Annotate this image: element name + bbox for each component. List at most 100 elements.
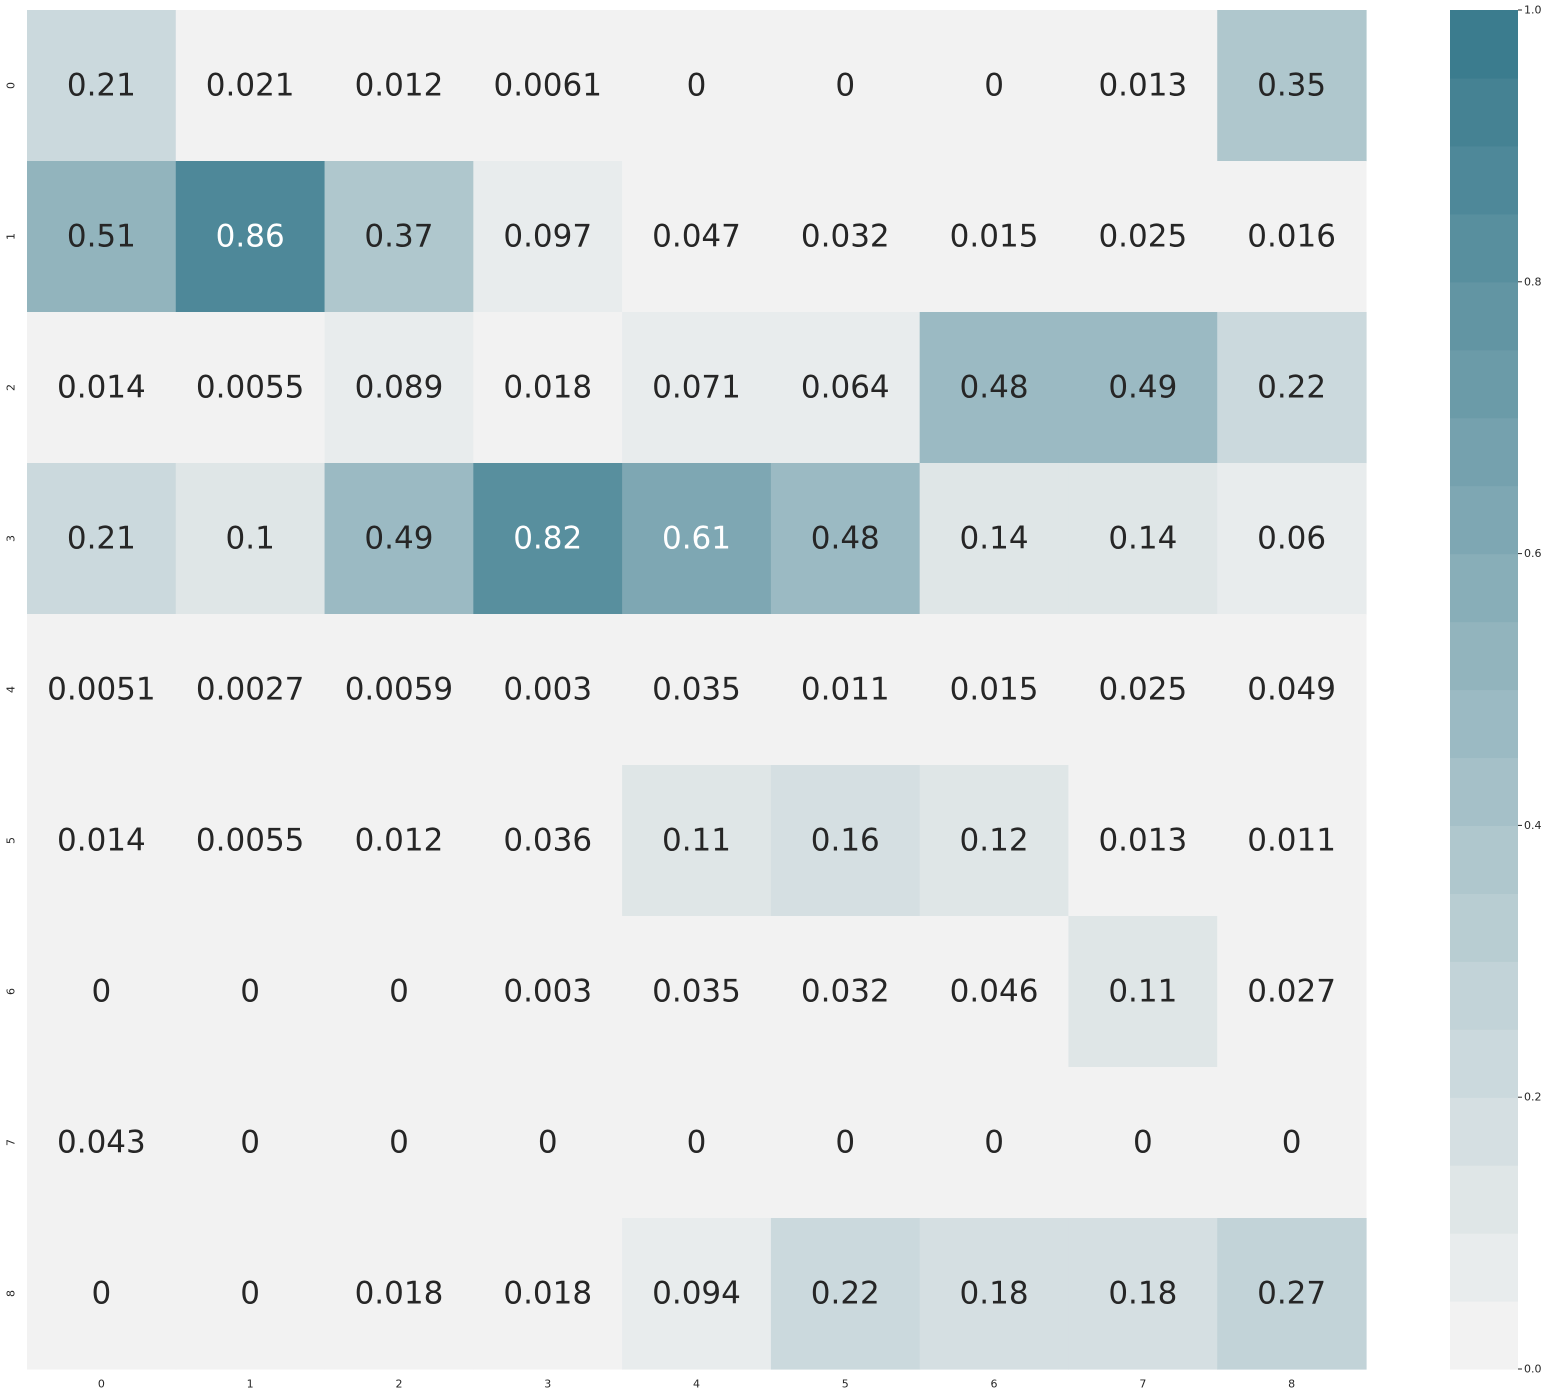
heatmap-cell-r0-c4 <box>622 10 772 162</box>
colorbar-band <box>1450 1301 1518 1370</box>
colorbar-band <box>1450 145 1518 215</box>
heatmap-cell-r5-c2 <box>324 765 474 917</box>
cell-value-label: 0 <box>687 1125 707 1161</box>
heatmap-cell-r2-c4 <box>622 312 772 464</box>
cell-value-label: 0.071 <box>652 370 741 406</box>
colorbar-band <box>1450 1097 1518 1166</box>
colorbar-band <box>1450 485 1518 555</box>
cell-value-label: 0.1 <box>226 521 275 557</box>
x-tick-label: 8 <box>1288 1378 1295 1391</box>
cell-value-label: 0.48 <box>811 521 880 557</box>
colorbar-band <box>1450 1233 1518 1302</box>
cell-value-label: 0.094 <box>652 1276 741 1312</box>
colorbar-band <box>1450 10 1518 79</box>
cell-value-label: 0.27 <box>1257 1276 1326 1312</box>
heatmap-cell-r7-c7 <box>1068 1067 1218 1219</box>
heatmap-cells <box>27 10 1367 1370</box>
heatmap-cell-r1-c6 <box>919 161 1070 313</box>
heatmap-cell-r5-c8 <box>1217 765 1367 917</box>
y-tick-label: 8 <box>5 1290 18 1297</box>
colorbar-band <box>1450 417 1518 487</box>
heatmap-cell-r3-c6 <box>919 463 1070 615</box>
cell-value-label: 0.032 <box>801 219 890 255</box>
cell-value-label: 0 <box>835 1125 855 1161</box>
cell-value-label: 0.047 <box>652 219 741 255</box>
cell-value-label: 0.003 <box>503 672 592 708</box>
colorbar-tick-label: 0.0 <box>1524 1363 1542 1376</box>
heatmap-cell-r2-c0 <box>27 312 177 464</box>
x-tick-label: 5 <box>842 1378 849 1391</box>
heatmap-cell-r1-c3 <box>473 161 623 313</box>
heatmap-cell-r8-c6 <box>919 1218 1070 1370</box>
heatmap-cell-r5-c4 <box>622 765 772 917</box>
heatmap-cell-r3-c0 <box>27 463 177 615</box>
heatmap-cell-r5-c7 <box>1068 765 1218 917</box>
heatmap-cell-r0-c7 <box>1068 10 1218 162</box>
heatmap-cell-r4-c7 <box>1068 614 1218 766</box>
cell-value-label: 0.025 <box>1098 219 1187 255</box>
x-tick-label: 1 <box>247 1378 254 1391</box>
heatmap-cell-r7-c6 <box>919 1067 1070 1219</box>
cell-value-label: 0.14 <box>960 521 1029 557</box>
cell-value-label: 0.018 <box>503 1276 592 1312</box>
heatmap-cell-r1-c2 <box>324 161 474 313</box>
cell-value-label: 0 <box>389 974 409 1010</box>
cell-value-label: 0.0055 <box>196 823 304 859</box>
colorbar-band <box>1450 1029 1518 1098</box>
heatmap-cell-r0-c8 <box>1217 10 1367 162</box>
cell-value-label: 0.014 <box>57 823 146 859</box>
x-tick-label: 6 <box>991 1378 998 1391</box>
cell-value-label: 0.11 <box>1108 974 1177 1010</box>
cell-value-label: 0 <box>984 1125 1004 1161</box>
heatmap-cell-r1-c5 <box>770 161 921 313</box>
cell-value-label: 0.82 <box>513 521 582 557</box>
heatmap-cell-r2-c8 <box>1217 312 1367 464</box>
y-tick-label: 4 <box>5 686 18 693</box>
y-tick-label: 2 <box>5 384 18 391</box>
heatmap-cell-r6-c2 <box>324 916 474 1068</box>
heatmap-cell-r1-c4 <box>622 161 772 313</box>
heatmap-cell-r5-c6 <box>919 765 1070 917</box>
colorbar-tick-label: 1.0 <box>1524 4 1542 17</box>
cell-value-label: 0.16 <box>811 823 880 859</box>
x-tick-label: 4 <box>693 1378 700 1391</box>
colorbar-band <box>1450 213 1518 283</box>
heatmap-cell-r7-c0 <box>27 1067 177 1219</box>
heatmap-cell-r4-c4 <box>622 614 772 766</box>
heatmap-cell-r2-c7 <box>1068 312 1218 464</box>
cell-value-label: 0.14 <box>1108 521 1177 557</box>
cell-value-label: 0.35 <box>1257 68 1326 104</box>
cell-value-label: 0.027 <box>1247 974 1336 1010</box>
heatmap-cell-r7-c2 <box>324 1067 474 1219</box>
x-axis: 0 1 2 3 4 5 6 7 8 <box>98 1378 1295 1391</box>
cell-value-label: 0 <box>240 974 260 1010</box>
cell-value-label: 0.61 <box>662 521 731 557</box>
y-tick-label: 0 <box>5 82 18 89</box>
cell-value-label: 0.21 <box>67 68 136 104</box>
cell-value-label: 0.032 <box>801 974 890 1010</box>
cell-value-label: 0.097 <box>503 219 592 255</box>
heatmap-cell-r3-c2 <box>324 463 474 615</box>
cell-value-label: 0 <box>687 68 707 104</box>
cell-value-label: 0.025 <box>1098 672 1187 708</box>
heatmap-cell-r6-c6 <box>919 916 1070 1068</box>
heatmap-cell-r5-c1 <box>175 765 326 917</box>
cell-value-label: 0.014 <box>57 370 146 406</box>
y-tick-label: 6 <box>5 988 18 995</box>
heatmap-cell-r6-c1 <box>175 916 326 1068</box>
cell-value-label: 0.013 <box>1098 68 1187 104</box>
colorbar: 0.0 0.2 0.4 0.6 0.8 1.0 <box>1450 4 1542 1376</box>
cell-value-label: 0.51 <box>67 219 136 255</box>
x-tick-label: 7 <box>1139 1378 1146 1391</box>
colorbar-band <box>1450 621 1518 691</box>
cell-value-label: 0.036 <box>503 823 592 859</box>
cell-value-label: 0 <box>538 1125 558 1161</box>
heatmap-cell-r3-c1 <box>175 463 326 615</box>
heatmap-cell-r1-c8 <box>1217 161 1367 313</box>
heatmap-cell-r8-c4 <box>622 1218 772 1370</box>
cell-value-label: 0.046 <box>950 974 1039 1010</box>
cell-value-label: 0.18 <box>1108 1276 1177 1312</box>
heatmap-cell-r4-c5 <box>770 614 921 766</box>
cell-value-label: 0.089 <box>355 370 444 406</box>
heatmap-cell-r4-c3 <box>473 614 623 766</box>
